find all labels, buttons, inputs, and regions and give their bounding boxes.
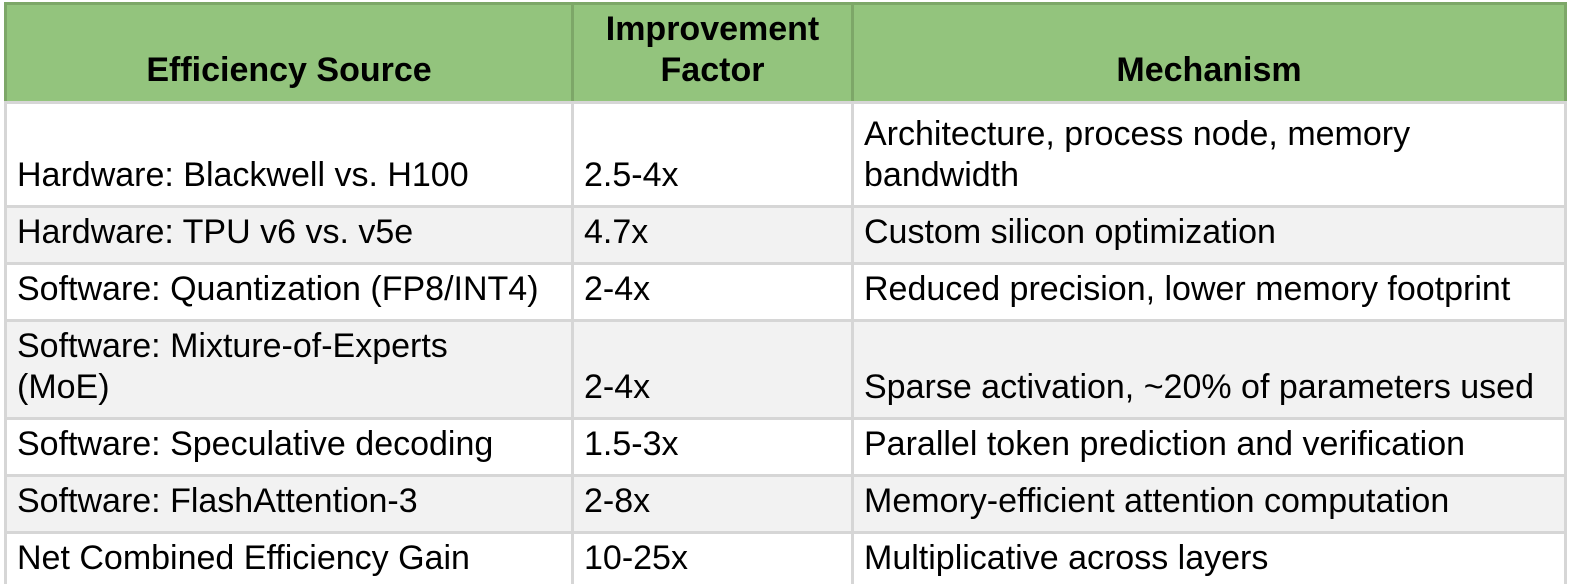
column-header-efficiency-source: Efficiency Source	[4, 2, 574, 104]
cell-source: Hardware: Blackwell vs. H100	[4, 101, 574, 208]
column-header-mechanism: Mechanism	[851, 2, 1567, 104]
cell-factor: 2-4x	[571, 319, 854, 420]
table-row: Software: Speculative decoding 1.5-3x Pa…	[4, 417, 1567, 477]
cell-factor: 10-25x	[571, 531, 854, 584]
cell-factor: 2-8x	[571, 474, 854, 534]
cell-factor: 2.5-4x	[571, 101, 854, 208]
column-header-improvement-factor: Improvement Factor	[571, 2, 854, 104]
table-row: Hardware: TPU v6 vs. v5e 4.7x Custom sil…	[4, 205, 1567, 265]
cell-mechanism: Architecture, process node, memory bandw…	[851, 101, 1567, 208]
table-row: Hardware: Blackwell vs. H100 2.5-4x Arch…	[4, 101, 1567, 208]
cell-factor: 2-4x	[571, 262, 854, 322]
cell-factor: 1.5-3x	[571, 417, 854, 477]
table-row: Software: FlashAttention-3 2-8x Memory-e…	[4, 474, 1567, 534]
cell-mechanism: Custom silicon optimization	[851, 205, 1567, 265]
table-header-row: Efficiency Source Improvement Factor Mec…	[4, 2, 1567, 104]
cell-source: Net Combined Efficiency Gain	[4, 531, 574, 584]
cell-source: Software: Mixture-of-Experts (MoE)	[4, 319, 574, 420]
cell-source: Hardware: TPU v6 vs. v5e	[4, 205, 574, 265]
table-body: Hardware: Blackwell vs. H100 2.5-4x Arch…	[4, 101, 1567, 584]
table-row: Software: Quantization (FP8/INT4) 2-4x R…	[4, 262, 1567, 322]
cell-mechanism: Reduced precision, lower memory footprin…	[851, 262, 1567, 322]
cell-factor: 4.7x	[571, 205, 854, 265]
cell-mechanism: Multiplicative across layers	[851, 531, 1567, 584]
table-row: Net Combined Efficiency Gain 10-25x Mult…	[4, 531, 1567, 584]
cell-mechanism: Parallel token prediction and verificati…	[851, 417, 1567, 477]
cell-source: Software: Quantization (FP8/INT4)	[4, 262, 574, 322]
cell-mechanism: Memory-efficient attention computation	[851, 474, 1567, 534]
cell-source: Software: FlashAttention-3	[4, 474, 574, 534]
efficiency-table: Efficiency Source Improvement Factor Mec…	[4, 2, 1567, 584]
cell-mechanism: Sparse activation, ~20% of parameters us…	[851, 319, 1567, 420]
header-row: Efficiency Source Improvement Factor Mec…	[4, 2, 1567, 104]
table-row: Software: Mixture-of-Experts (MoE) 2-4x …	[4, 319, 1567, 420]
cell-source: Software: Speculative decoding	[4, 417, 574, 477]
